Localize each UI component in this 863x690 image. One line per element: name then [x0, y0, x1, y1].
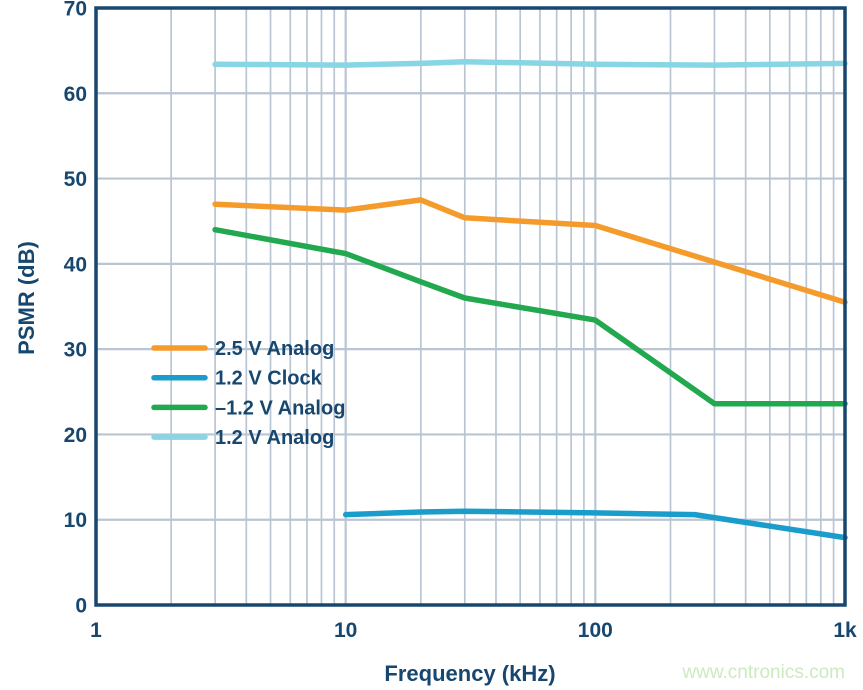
legend-label-1-2-v-clock: 1.2 V Clock	[215, 368, 323, 390]
y-tick-label-70: 70	[64, 0, 87, 21]
y-tick-label-60: 60	[64, 83, 87, 106]
series-line-2-5-v-analog	[212, 197, 848, 305]
legend-label-2-5-v-analog: 2.5 V Analog	[215, 338, 334, 360]
legend-label-1-2-v-analog: –1.2 V Analog	[215, 397, 345, 419]
series-line-1-2-v-analog	[212, 226, 848, 407]
y-tick-label-0: 0	[75, 595, 87, 618]
x-tick-label-100: 100	[578, 619, 613, 642]
legend-item-2-5-v-analog: 2.5 V Analog	[151, 338, 334, 360]
x-tick-label-1k: 1k	[833, 619, 857, 642]
watermark: www.cntronics.com	[681, 662, 845, 683]
gridlines	[96, 8, 845, 605]
x-axis-title: Frequency (kHz)	[384, 661, 555, 686]
legend-item-1-2-v-clock: 1.2 V Clock	[151, 368, 323, 390]
series-lines	[212, 58, 848, 541]
y-tick-label-40: 40	[64, 253, 87, 276]
legend-label-1-2-v-analog: 1.2 V Analog	[215, 427, 334, 449]
plot-frame	[94, 6, 847, 607]
y-tick-label-50: 50	[64, 168, 87, 191]
legend-item-1-2-v-analog: –1.2 V Analog	[151, 397, 345, 419]
series-line-1-2-v-analog	[212, 58, 848, 68]
x-tick-label-10: 10	[334, 619, 357, 642]
series-line-1-2-v-clock	[342, 508, 848, 541]
x-tick-label-1: 1	[90, 619, 102, 642]
y-tick-label-30: 30	[64, 339, 87, 362]
legend: 2.5 V Analog 1.2 V Clock –1.2 V Analog 1.2 …	[151, 338, 345, 449]
y-axis-title: PSMR (dB)	[14, 241, 39, 355]
legend-item-1-2-v-analog: 1.2 V Analog	[151, 427, 334, 449]
x-axis-tick-labels: 1 10 100 1k	[90, 619, 857, 642]
y-tick-label-20: 20	[64, 424, 87, 447]
y-axis-tick-labels: 0 10 20 30 40 50 60 70	[64, 0, 87, 618]
y-tick-label-10: 10	[64, 509, 87, 532]
